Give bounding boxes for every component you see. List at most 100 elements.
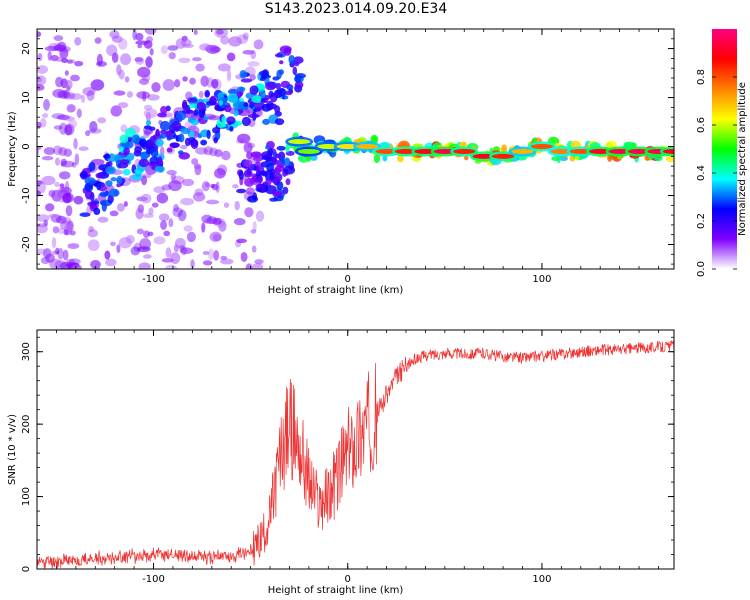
heatmap-cell <box>237 133 251 144</box>
heatmap-cell <box>157 155 163 166</box>
heatmap-cell <box>214 149 223 158</box>
heatmap-cell <box>292 66 298 76</box>
heatmap-cell <box>37 77 43 83</box>
heatmap-cell <box>239 69 247 79</box>
heatmap-cell <box>37 181 46 194</box>
heatmap-cell <box>89 120 98 133</box>
heatmap-cell <box>110 177 117 182</box>
heatmap-cell <box>160 105 168 114</box>
heatmap-cell <box>166 147 173 153</box>
y-axis-title: SNR (10 * v/v) <box>7 414 18 485</box>
heatmap-cell <box>143 104 153 111</box>
heatmap-cell <box>74 153 80 166</box>
heatmap-cell <box>79 212 91 217</box>
heatmap-cell <box>76 108 82 119</box>
heatmap-cell <box>433 148 456 154</box>
heatmap-cell <box>274 105 281 113</box>
heatmap-cell <box>203 145 213 156</box>
heatmap-cell <box>210 183 215 189</box>
heatmap-cell <box>186 231 196 243</box>
heatmap-cell <box>286 84 294 91</box>
heatmap-cell <box>56 41 67 52</box>
heatmap-cell <box>221 115 227 124</box>
panel-2-axes: -100 0 100 0 100 200 300 Height of straight lin… <box>7 329 675 596</box>
heatmap-cell <box>69 230 76 236</box>
heatmap-cell <box>155 128 160 136</box>
heatmap-cell <box>464 155 469 161</box>
heatmap-cell <box>251 173 257 180</box>
heatmap-cell <box>201 181 210 192</box>
heatmap-layer <box>37 29 688 269</box>
heatmap-cell <box>155 138 164 147</box>
heatmap-cell <box>492 153 515 159</box>
heatmap-cell <box>233 218 246 226</box>
heatmap-cell <box>64 124 73 136</box>
heatmap-cell <box>276 181 284 191</box>
heatmap-cell <box>58 171 71 180</box>
heatmap-cell <box>74 37 82 46</box>
heatmap-cell <box>123 147 130 156</box>
heatmap-cell <box>252 221 257 232</box>
heatmap-cell <box>58 227 65 235</box>
heatmap-cell <box>232 184 239 189</box>
heatmap-cell <box>66 59 73 64</box>
heatmap-cell <box>64 70 69 76</box>
heatmap-cell <box>135 57 145 65</box>
plot-frame <box>36 28 675 270</box>
heatmap-cell <box>84 183 92 192</box>
heatmap-cell <box>154 165 165 173</box>
heatmap-cell <box>269 197 279 202</box>
heatmap-cell <box>151 82 161 93</box>
heatmap-cell <box>261 97 268 103</box>
heatmap-cell <box>261 69 270 79</box>
heatmap-cell <box>124 76 130 83</box>
heatmap-cell <box>279 60 284 65</box>
heatmap-cell <box>55 215 67 224</box>
y-axis-title: Frequency (Hz) <box>7 111 18 187</box>
heatmap-cell <box>113 90 126 96</box>
heatmap-cell <box>149 126 156 131</box>
heatmap-cell <box>97 216 109 223</box>
heatmap-cell <box>242 32 249 40</box>
heatmap-cell <box>118 38 128 50</box>
heatmap-cell <box>262 118 271 125</box>
heatmap-cell <box>201 222 206 233</box>
heatmap-cell <box>180 144 188 150</box>
heatmap-cell <box>126 152 135 162</box>
heatmap-cell <box>45 253 55 263</box>
heatmap-cell <box>193 109 199 116</box>
heatmap-cell <box>73 195 84 205</box>
heatmap-cell <box>191 158 199 165</box>
heatmap-cell <box>148 207 154 215</box>
colorbar-tick-label: 0.0 <box>696 261 707 277</box>
heatmap-cell <box>187 97 198 103</box>
heatmap-cell <box>530 144 553 150</box>
colorbar-tick-label: 0.4 <box>696 165 707 181</box>
heatmap-cell <box>261 171 268 177</box>
heatmap-cell <box>278 69 284 75</box>
heatmap-cell <box>274 53 284 58</box>
heatmap-cell <box>71 264 83 269</box>
heatmap-cell <box>80 170 88 180</box>
heatmap-cell <box>677 145 684 155</box>
heatmap-cell <box>193 29 198 35</box>
heatmap-cell <box>37 65 49 74</box>
heatmap-cell <box>43 147 56 155</box>
heatmap-cell <box>674 146 680 152</box>
heatmap-cell <box>137 246 151 253</box>
heatmap-cell <box>589 148 612 154</box>
heatmap-cell <box>189 77 196 85</box>
heatmap-cell <box>181 109 194 114</box>
heatmap-cell <box>84 190 94 200</box>
heatmap-cell <box>61 217 72 225</box>
heatmap-cell <box>268 90 274 98</box>
heatmap-cell <box>74 60 84 67</box>
heatmap-cell <box>608 148 631 154</box>
heatmap-cell <box>628 148 651 154</box>
heatmap-cell <box>147 94 160 101</box>
heatmap-cell <box>195 147 208 155</box>
heatmap-cell <box>276 145 286 151</box>
heatmap-cell <box>680 154 688 160</box>
heatmap-cell <box>261 103 272 112</box>
